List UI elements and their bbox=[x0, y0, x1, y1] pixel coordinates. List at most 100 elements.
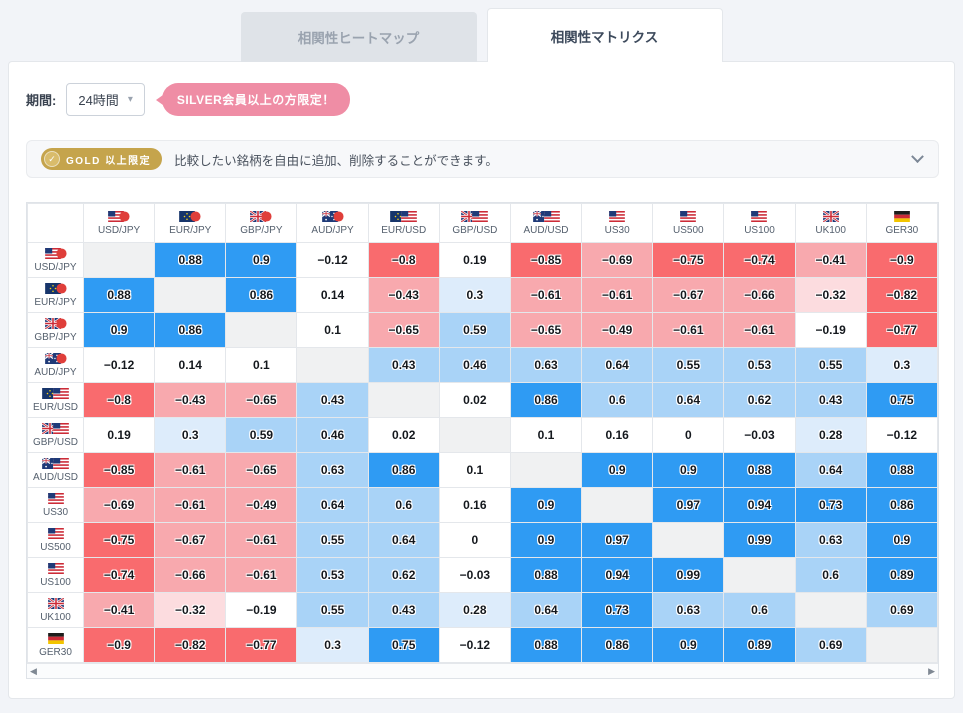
matrix-cell: −0.65 bbox=[225, 452, 298, 488]
matrix-cell-diagonal bbox=[652, 522, 725, 558]
matrix-cell-diagonal bbox=[438, 417, 511, 453]
matrix-cell: −0.32 bbox=[154, 592, 227, 628]
flag-icon-us bbox=[543, 211, 560, 222]
matrix-cell: 0.75 bbox=[367, 627, 440, 663]
gold-badge-label: GOLD 以上限定 bbox=[66, 155, 152, 167]
column-header-eurusd: EUR/USD bbox=[367, 203, 440, 243]
scroll-right-arrow-icon[interactable]: ▶ bbox=[928, 666, 935, 676]
matrix-cell: 0.19 bbox=[438, 242, 511, 278]
column-header-gbpusd: GBP/USD bbox=[438, 203, 511, 243]
flag-icon-de bbox=[47, 633, 64, 644]
matrix-cell: 0.88 bbox=[509, 557, 583, 593]
matrix-cell: 0.28 bbox=[438, 592, 511, 628]
matrix-cell: −0.67 bbox=[154, 522, 227, 558]
matrix-cell: −0.69 bbox=[82, 487, 156, 523]
row-header-audusd: AUD/USD bbox=[27, 452, 84, 488]
horizontal-scrollbar[interactable]: ◀ ▶ bbox=[27, 663, 938, 678]
flag-icon-us bbox=[108, 211, 124, 222]
dropdown-arrow-icon: ▾ bbox=[127, 93, 133, 105]
table-row: GER30 −0.9 −0.82 −0.77 0.3 0.75 −0.12 0.88 0.86 0… bbox=[27, 627, 939, 663]
matrix-cell: −0.32 bbox=[794, 277, 867, 313]
matrix-cell: −0.67 bbox=[652, 277, 725, 313]
table-row: US500 −0.75 −0.67 −0.61 0.55 0.64 0 0.9 0.97 0.99… bbox=[27, 522, 939, 558]
tab-bar: 相関性ヒートマップ 相関性マトリクス bbox=[0, 0, 963, 62]
table-row: AUD/USD −0.85 −0.61 −0.65 0.63 0.86 0.1 0.9 0.9 0… bbox=[27, 452, 939, 488]
table-row: GBP/JPY 0.9 0.86 0.1 −0.65 0.59 −0.65 −0.49 −0.6… bbox=[27, 312, 939, 348]
tab-correlation-heatmap[interactable]: 相関性ヒートマップ bbox=[240, 12, 477, 62]
matrix-cell: −0.77 bbox=[225, 627, 298, 663]
row-header-ger30: GER30 bbox=[27, 627, 84, 663]
matrix-cell: −0.75 bbox=[652, 242, 725, 278]
column-header-us100: US100 bbox=[723, 203, 796, 243]
matrix-cell: 0.55 bbox=[296, 522, 369, 558]
flag-icon-jp bbox=[119, 211, 130, 222]
matrix-cell: −0.12 bbox=[438, 627, 511, 663]
scroll-left-arrow-icon[interactable]: ◀ bbox=[30, 666, 37, 676]
row-header-uk100: UK100 bbox=[27, 592, 84, 628]
matrix-cell: 0.64 bbox=[509, 592, 583, 628]
matrix-cell-diagonal bbox=[154, 277, 227, 313]
matrix-cell: 0.69 bbox=[865, 592, 939, 628]
matrix-cell: 0.86 bbox=[367, 452, 440, 488]
matrix-cell: −0.85 bbox=[82, 452, 156, 488]
gold-feature-banner[interactable]: ✓ GOLD 以上限定 比較したい銘柄を自由に追加、削除することができます。 bbox=[26, 140, 939, 178]
table-row: USD/JPY 0.88 0.9 −0.12 −0.8 0.19 −0.85 −0.69 −0.… bbox=[27, 242, 939, 278]
matrix-cell: 0.53 bbox=[723, 347, 796, 383]
matrix-cell: 0.1 bbox=[296, 312, 369, 348]
matrix-cell: 0.9 bbox=[509, 487, 583, 523]
silver-membership-badge: SILVER会員以上の方限定！ bbox=[161, 83, 350, 116]
matrix-cell: −0.74 bbox=[723, 242, 796, 278]
corner-cell bbox=[27, 203, 84, 243]
period-dropdown[interactable]: 24時間 ▾ bbox=[66, 83, 145, 116]
tab-correlation-matrix[interactable]: 相関性マトリクス bbox=[486, 8, 723, 62]
matrix-cell: 0.43 bbox=[367, 592, 440, 628]
matrix-cell: 0.43 bbox=[367, 347, 440, 383]
matrix-cell: 0.46 bbox=[438, 347, 511, 383]
column-header-audjpy: AUD/JPY bbox=[296, 203, 369, 243]
matrix-cell: −0.77 bbox=[865, 312, 939, 348]
matrix-cell: 0.86 bbox=[225, 277, 298, 313]
matrix-cell: −0.61 bbox=[154, 452, 227, 488]
flag-icon-jp bbox=[55, 283, 67, 294]
flag-icon-us bbox=[401, 211, 418, 222]
row-header-us30: US30 bbox=[27, 487, 84, 523]
matrix-cell-diagonal bbox=[82, 242, 156, 278]
matrix-cell: 0.6 bbox=[581, 382, 654, 418]
matrix-cell: −0.61 bbox=[723, 312, 796, 348]
flag-icon-gb bbox=[47, 598, 64, 609]
matrix-cell: 0.63 bbox=[296, 452, 369, 488]
matrix-cell: 0 bbox=[652, 417, 725, 453]
matrix-cell: 0.28 bbox=[794, 417, 867, 453]
flag-icon-us bbox=[53, 423, 69, 434]
table-row: EUR/JPY 0.88 0.86 0.14 −0.43 0.3 −0.61 −0.61 −0.… bbox=[27, 277, 939, 313]
row-header-gbpjpy: GBP/JPY bbox=[27, 312, 84, 348]
matrix-cell: −0.49 bbox=[581, 312, 654, 348]
table-row: US30 −0.69 −0.61 −0.49 0.64 0.6 0.16 0.9 0.97 0.9… bbox=[27, 487, 939, 523]
matrix-cell: −0.61 bbox=[225, 522, 298, 558]
matrix-cell: 0.43 bbox=[794, 382, 867, 418]
table-row: UK100 −0.41 −0.32 −0.19 0.55 0.43 0.28 0.64 0.73… bbox=[27, 592, 939, 628]
flag-icon-eu bbox=[44, 283, 61, 294]
matrix-cell: 0.55 bbox=[296, 592, 369, 628]
matrix-cell: −0.8 bbox=[367, 242, 440, 278]
flag-icon-us bbox=[609, 211, 626, 222]
matrix-cell: 0.88 bbox=[154, 242, 227, 278]
chevron-down-icon[interactable] bbox=[911, 149, 924, 163]
period-value: 24時間 bbox=[78, 93, 119, 108]
matrix-cell: 0.97 bbox=[652, 487, 725, 523]
row-header-gbpusd: GBP/USD bbox=[27, 417, 84, 453]
matrix-cell: −0.61 bbox=[652, 312, 725, 348]
matrix-cell: 0.59 bbox=[438, 312, 511, 348]
matrix-cell: 0.63 bbox=[794, 522, 867, 558]
matrix-cell: 0.43 bbox=[296, 382, 369, 418]
period-label: 期間: bbox=[26, 93, 57, 108]
matrix-cell: 0.88 bbox=[509, 627, 583, 663]
matrix-cell: 0.3 bbox=[154, 417, 227, 453]
matrix-cell: −0.61 bbox=[225, 557, 298, 593]
matrix-cell: 0.59 bbox=[225, 417, 298, 453]
matrix-cell: −0.66 bbox=[154, 557, 227, 593]
matrix-cell: 0.46 bbox=[296, 417, 369, 453]
flag-icon-jp bbox=[55, 318, 67, 329]
matrix-cell: 0.64 bbox=[367, 522, 440, 558]
main-panel: 期間: 24時間 ▾ SILVER会員以上の方限定！ ✓ GOLD 以上限定 比… bbox=[8, 61, 955, 699]
